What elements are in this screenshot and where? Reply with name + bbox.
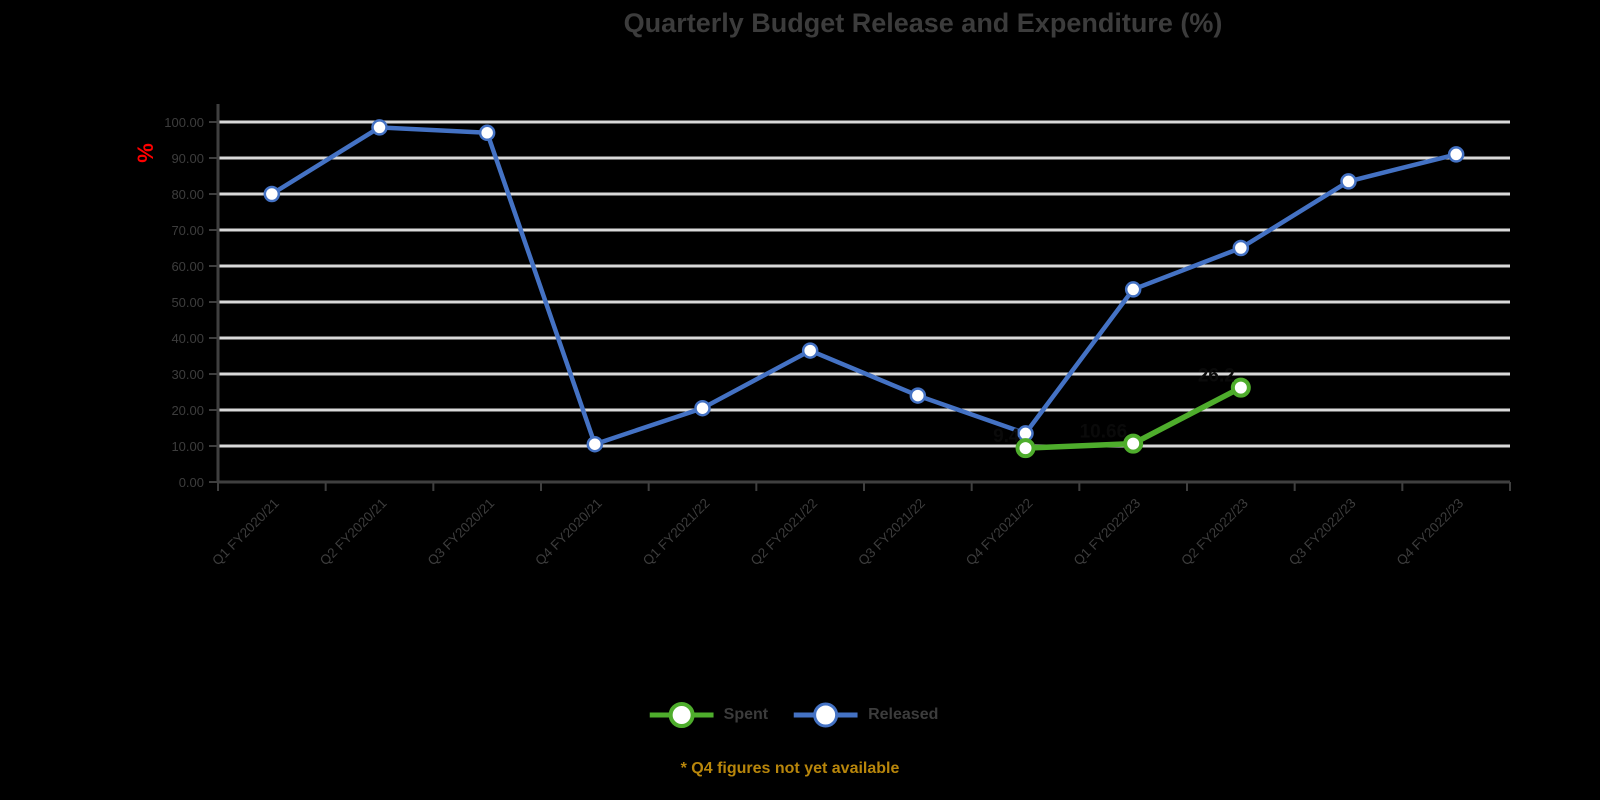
x-axis-label: Q3 FY2021/22 [855,496,928,569]
legend-marker-green-icon [649,702,714,728]
x-axis-label: Q4 FY2022/23 [1394,496,1467,569]
chart-title: Quarterly Budget Release and Expenditure… [623,8,1223,38]
y-tick-label: 50.00 [171,295,204,310]
legend: Spent Released [649,700,938,730]
data-point-marker-released[interactable] [801,342,819,359]
data-point-label: 9.4 [993,426,1020,447]
data-point-marker-spent[interactable] [1123,433,1144,454]
data-point-marker-released[interactable] [263,185,281,203]
legend-item-released[interactable]: Released [794,700,938,730]
data-point-marker-released[interactable] [586,435,604,453]
y-tick-label: 0.00 [179,475,204,490]
y-tick-label: 100.00 [164,115,204,130]
y-tick-label: 20.00 [171,403,204,418]
data-point-marker-released[interactable] [1447,146,1465,163]
data-point-marker-spent[interactable] [1015,438,1036,459]
x-axis-label: Q4 FY2020/21 [532,496,605,569]
data-point-marker-released[interactable] [909,387,927,404]
series-line-released [269,125,1459,447]
y-tick-label: 30.00 [171,367,204,382]
x-axis-label: Q2 FY2020/21 [317,496,390,569]
x-axis-label: Q2 FY2022/23 [1178,496,1251,569]
data-point-label: 10.66 [1080,422,1128,443]
data-point-label: 26.2 [1198,366,1235,387]
y-tick-label: 70.00 [171,223,204,238]
x-axis-label: Q4 FY2021/22 [963,496,1036,569]
x-axis-label: Q3 FY2022/23 [1286,496,1359,569]
x-axis-label: Q1 FY2021/22 [640,496,713,569]
legend-label-released: Released [868,706,939,723]
legend-marker-blue-icon [794,702,859,728]
data-point-marker-released[interactable] [694,399,711,417]
y-tick-label: 90.00 [171,151,204,166]
legend-label-spent: Spent [723,706,769,723]
data-point-marker-released[interactable] [1340,173,1357,190]
data-point-marker-released[interactable] [478,124,496,142]
data-point-marker-released[interactable] [371,119,388,136]
x-axis-label: Q1 FY2020/21 [209,496,282,569]
legend-item-spent[interactable]: Spent [649,700,769,730]
data-point-marker-spent[interactable] [1230,377,1251,398]
data-point-marker-released[interactable] [1124,281,1142,298]
y-tick-label: 10.00 [171,439,204,454]
x-axis-label: Q2 FY2021/22 [748,496,821,569]
y-tick-label: 80.00 [171,187,204,202]
x-axis-label: Q3 FY2020/21 [425,496,498,569]
y-tick-label: 40.00 [171,331,204,346]
data-point-marker-released[interactable] [1232,239,1250,257]
y-tick-label: 60.00 [171,259,204,274]
footnote: * Q4 figures not yet available [680,760,900,777]
x-axis-label: Q1 FY2022/23 [1071,496,1144,569]
